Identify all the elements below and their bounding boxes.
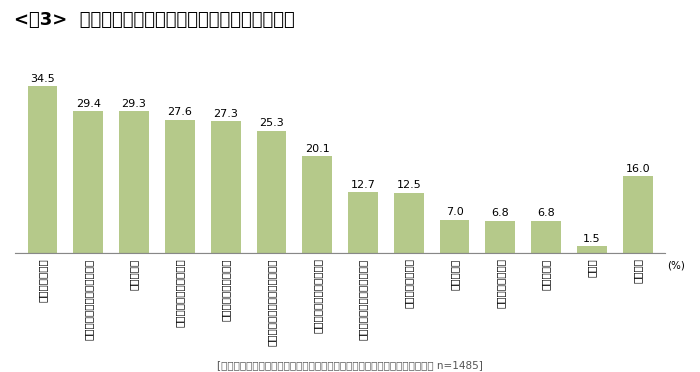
Bar [623,176,652,253]
Text: 7.0: 7.0 [446,207,463,217]
Text: 29.4: 29.4 [76,99,101,109]
Bar [74,111,103,253]
Text: [地方移住・二拠点居住に関心がある・検討している・既に実行した人ベース n=1485]: [地方移住・二拠点居住に関心がある・検討している・既に実行した人ベース n=14… [217,360,483,370]
Bar [119,112,149,253]
Bar [348,192,378,253]
Bar [486,221,515,253]
Text: 29.3: 29.3 [122,99,146,109]
Bar [256,131,286,253]
Text: 34.5: 34.5 [30,74,55,84]
Bar [211,121,241,253]
Bar [27,86,57,253]
Text: 12.7: 12.7 [351,180,375,189]
Text: 1.5: 1.5 [583,234,601,244]
Text: 27.3: 27.3 [214,109,238,119]
Text: (%): (%) [668,261,685,271]
Bar [577,246,607,253]
Bar [394,193,424,253]
Text: <図3>  地方移住・二拠点居住実行の不安点・課題点: <図3> 地方移住・二拠点居住実行の不安点・課題点 [14,11,295,29]
Bar [165,120,195,253]
Bar [531,221,561,253]
Text: 16.0: 16.0 [625,164,650,173]
Text: 12.5: 12.5 [396,180,421,190]
Text: 6.8: 6.8 [491,208,509,218]
Text: 20.1: 20.1 [304,144,330,154]
Text: 25.3: 25.3 [259,118,284,128]
Bar [440,219,470,253]
Text: 27.6: 27.6 [167,107,192,117]
Text: 6.8: 6.8 [538,208,555,218]
Bar [302,156,332,253]
